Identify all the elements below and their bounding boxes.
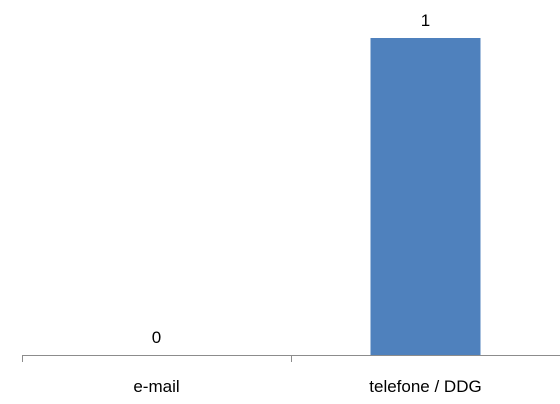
bar-telefone-ddg [370, 38, 481, 355]
data-labels-group: 01 [152, 11, 430, 347]
category-label: telefone / DDG [369, 377, 481, 396]
category-label: e-mail [133, 377, 179, 396]
x-axis-ticks [22, 355, 292, 362]
data-label: 1 [421, 11, 430, 30]
category-labels-group: e-mail telefone / DDG [133, 377, 481, 396]
bars-group [370, 38, 481, 355]
data-label: 0 [152, 328, 161, 347]
